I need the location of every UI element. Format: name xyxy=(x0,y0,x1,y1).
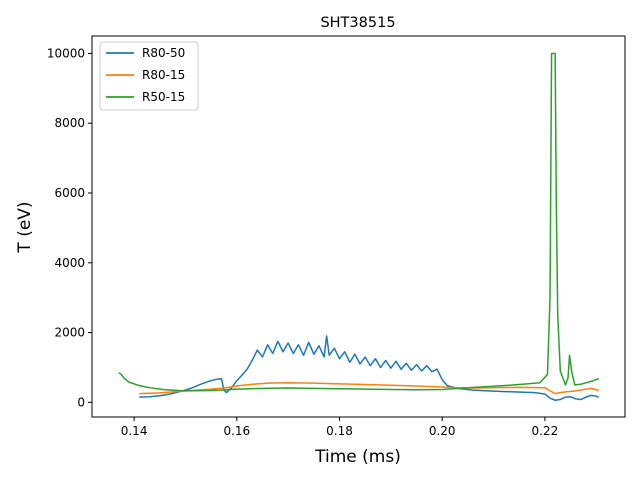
series-line-r80-50 xyxy=(139,335,600,401)
legend-label: R80-50 xyxy=(142,46,185,60)
legend-box xyxy=(99,41,199,111)
legend-label: R50-15 xyxy=(142,90,185,104)
axes-frame xyxy=(91,35,626,418)
legend-label: R80-15 xyxy=(142,68,185,82)
series-line-r80-15 xyxy=(139,382,600,395)
legend: R80-50 R80-15 R50-15 xyxy=(99,41,199,111)
x-axis-ticks: 0.14 0.16 0.18 0.20 0.22 xyxy=(121,417,559,438)
x-tick-label: 0.16 xyxy=(223,424,250,438)
x-tick-label: 0.18 xyxy=(326,424,353,438)
x-tick-label: 0.22 xyxy=(532,424,559,438)
y-tick-label: 0 xyxy=(77,395,85,409)
y-tick-label: 10000 xyxy=(47,46,85,60)
y-tick-label: 8000 xyxy=(54,116,85,130)
x-axis-label: Time (ms) xyxy=(314,447,401,467)
series-line-r50-15 xyxy=(118,52,600,392)
x-tick-label: 0.14 xyxy=(121,424,148,438)
y-tick-label: 2000 xyxy=(54,326,85,340)
y-tick-label: 4000 xyxy=(54,256,85,270)
y-axis-ticks: 0 2000 4000 6000 8000 10000 xyxy=(47,46,92,409)
y-tick-label: 6000 xyxy=(54,186,85,200)
chart-title: SHT38515 xyxy=(320,15,395,31)
x-tick-label: 0.20 xyxy=(429,424,456,438)
y-axis-label: T (eV) xyxy=(15,201,35,253)
plot-area xyxy=(118,52,600,401)
